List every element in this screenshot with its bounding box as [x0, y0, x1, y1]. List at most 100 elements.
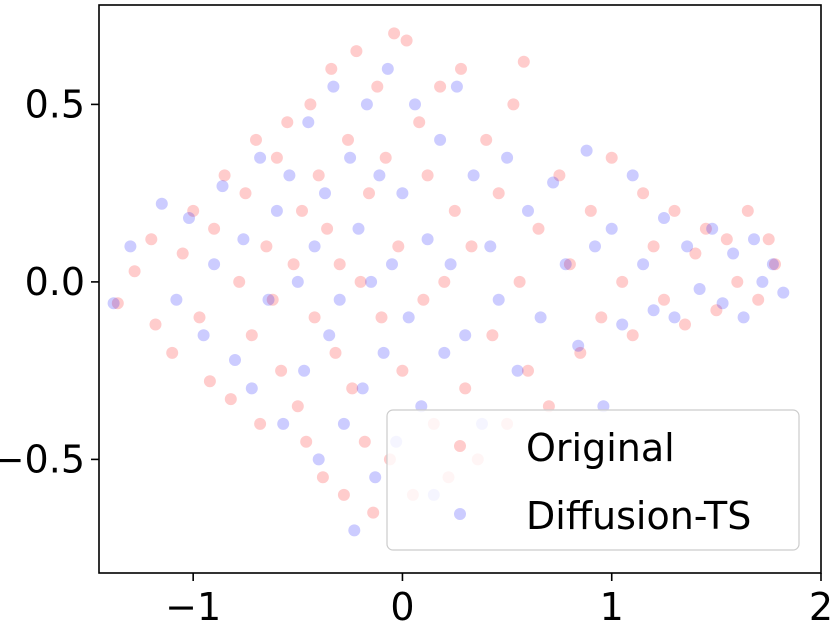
point-original	[658, 293, 670, 306]
point-original	[522, 364, 534, 377]
point-diffusion-ts	[356, 382, 369, 395]
point-diffusion-ts	[597, 400, 610, 413]
point-original	[720, 233, 733, 246]
point-diffusion-ts	[277, 417, 290, 430]
point-diffusion-ts	[616, 318, 629, 331]
point-diffusion-ts	[737, 311, 750, 324]
point-original	[176, 247, 189, 260]
point-diffusion-ts	[254, 151, 267, 164]
point-original	[605, 151, 618, 164]
point-original	[699, 222, 712, 235]
point-diffusion-ts	[589, 240, 601, 253]
y-tick-label: 0.0	[25, 260, 85, 304]
point-diffusion-ts	[409, 98, 421, 111]
point-original	[321, 222, 334, 235]
point-original	[400, 34, 413, 47]
point-diffusion-ts	[668, 311, 681, 324]
point-diffusion-ts	[312, 453, 325, 466]
point-diffusion-ts	[237, 233, 250, 246]
point-diffusion-ts	[450, 80, 463, 93]
point-original	[762, 233, 775, 246]
point-diffusion-ts	[459, 329, 472, 342]
point-original	[111, 297, 124, 310]
point-original	[145, 233, 158, 246]
point-original	[218, 169, 231, 182]
point-diffusion-ts	[348, 524, 361, 537]
legend-marker-diffusion-ts	[454, 508, 466, 520]
point-original	[513, 275, 526, 288]
axes: −1 0 1 2 −0.5 0.0 0.5	[0, 82, 830, 623]
legend-label-original: Original	[526, 426, 675, 470]
point-diffusion-ts	[245, 382, 258, 395]
point-diffusion-ts	[352, 222, 365, 235]
point-original	[363, 187, 375, 200]
point-diffusion-ts	[197, 329, 210, 342]
x-tick-label: 2	[809, 585, 830, 623]
legend-box	[386, 409, 800, 551]
point-original	[266, 293, 279, 306]
point-original	[358, 435, 371, 448]
point-original	[417, 293, 430, 306]
point-original	[492, 187, 505, 200]
point-original	[260, 240, 273, 253]
point-original	[507, 98, 520, 111]
point-original	[421, 169, 434, 182]
point-original	[254, 417, 267, 430]
point-diffusion-ts	[522, 204, 534, 217]
x-tick-label: 1	[600, 585, 624, 623]
point-original	[239, 187, 252, 200]
point-original	[308, 311, 321, 324]
point-diffusion-ts	[283, 169, 296, 182]
point-diffusion-ts	[107, 297, 120, 310]
point-original	[149, 318, 162, 331]
point-original	[354, 275, 367, 288]
point-original	[438, 275, 451, 288]
point-diffusion-ts	[415, 400, 428, 413]
point-diffusion-ts	[308, 240, 321, 253]
point-original	[486, 329, 499, 342]
point-diffusion-ts	[658, 212, 670, 224]
point-original	[480, 133, 493, 146]
point-original	[270, 151, 283, 164]
point-diffusion-ts	[369, 471, 382, 484]
point-original	[379, 151, 392, 164]
point-original	[679, 318, 691, 331]
point-original	[208, 222, 221, 235]
point-diffusion-ts	[386, 258, 398, 271]
point-original	[392, 240, 405, 253]
point-diffusion-ts	[559, 258, 572, 271]
y-tick-label: −0.5	[0, 437, 85, 481]
point-diffusion-ts	[511, 364, 524, 377]
point-diffusion-ts	[208, 258, 221, 271]
point-original	[637, 187, 650, 200]
point-diffusion-ts	[434, 133, 447, 146]
point-diffusion-ts	[360, 98, 373, 111]
point-original	[574, 346, 587, 359]
point-diffusion-ts	[298, 364, 311, 377]
point-diffusion-ts	[216, 180, 229, 193]
point-original	[434, 80, 447, 93]
point-original	[616, 275, 629, 288]
point-diffusion-ts	[229, 354, 241, 366]
x-tick-label: −1	[165, 585, 221, 623]
point-diffusion-ts	[344, 151, 357, 164]
point-diffusion-ts	[302, 116, 315, 129]
point-original	[300, 435, 313, 448]
point-original	[553, 169, 566, 182]
point-original	[166, 346, 179, 359]
point-original	[325, 62, 338, 75]
point-diffusion-ts	[291, 275, 304, 288]
point-original	[459, 382, 472, 395]
point-original	[233, 275, 246, 288]
point-diffusion-ts	[484, 240, 497, 253]
legend-marker-original	[454, 440, 466, 452]
point-original	[563, 258, 576, 271]
point-diffusion-ts	[727, 247, 740, 260]
point-original	[367, 506, 380, 519]
point-original	[388, 27, 401, 40]
point-diffusion-ts	[170, 293, 183, 306]
point-original	[448, 204, 461, 217]
point-original	[291, 400, 304, 413]
point-diffusion-ts	[438, 346, 451, 359]
point-original	[741, 204, 754, 217]
